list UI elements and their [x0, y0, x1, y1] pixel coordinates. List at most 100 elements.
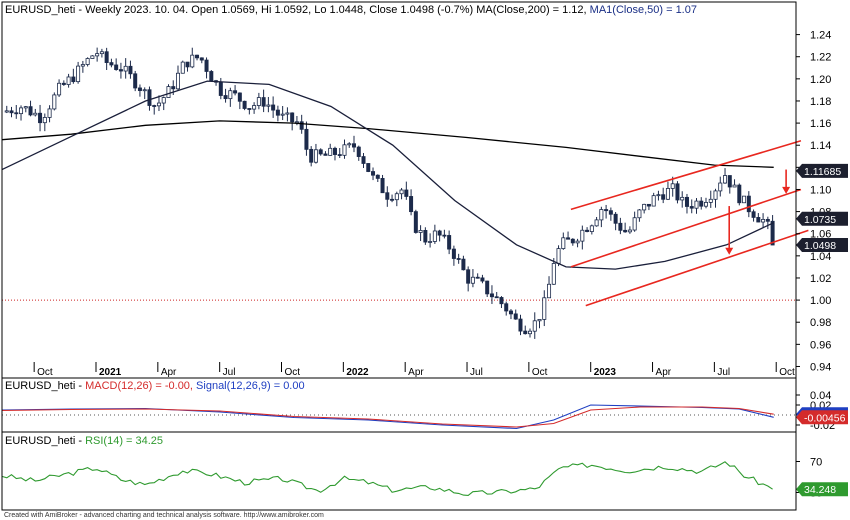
candle-body — [637, 209, 642, 219]
candle-body — [361, 156, 366, 164]
candle-body — [47, 108, 52, 118]
candle-body — [432, 230, 437, 242]
candle-body — [670, 183, 675, 189]
price-y-tick-label: 1.22 — [810, 52, 831, 64]
x-tick-label: Oct — [532, 367, 548, 378]
candle-body — [718, 182, 723, 192]
x-tick-label: Apr — [161, 367, 177, 378]
candle-body — [723, 175, 728, 184]
candle-body — [413, 211, 418, 233]
value-badge-label: 34.248 — [804, 484, 836, 496]
price-y-tick-label: 0.96 — [810, 339, 831, 351]
x-tick-label: 2022 — [346, 367, 369, 378]
candle-body — [608, 210, 613, 215]
candle-body — [547, 283, 552, 299]
candle-body — [152, 105, 157, 107]
candle-body — [52, 94, 57, 110]
candle-body — [613, 213, 618, 224]
candle-body — [765, 218, 770, 222]
x-tick-label: 2023 — [594, 367, 617, 378]
candle-body — [9, 110, 14, 114]
candle-body — [489, 293, 494, 298]
series-layer — [1, 47, 809, 496]
candle-body — [123, 65, 128, 72]
candle-body — [532, 320, 537, 332]
candle-body — [337, 154, 342, 156]
candle-body — [313, 149, 318, 163]
candle-body — [104, 51, 109, 63]
candle-body — [394, 193, 399, 201]
rsi-line — [1, 461, 773, 496]
channel-line — [585, 229, 809, 307]
candle-body — [585, 229, 590, 232]
x-tick-label: Jul — [470, 367, 483, 378]
candle-body — [742, 195, 747, 204]
candle-body — [133, 73, 138, 89]
candle-body — [95, 53, 100, 57]
candle-body — [304, 128, 309, 150]
candle-body — [599, 209, 604, 221]
candle-body — [142, 89, 147, 92]
rsi-title: EURUSD_heti - RSI(14) = 34.25 — [5, 435, 163, 447]
candle-body — [280, 113, 285, 116]
x-tick-label: Jul — [717, 367, 730, 378]
candle-body — [66, 76, 71, 85]
candle-body — [23, 106, 28, 109]
candle-body — [518, 318, 523, 332]
candle-body — [756, 217, 761, 223]
candle-body — [356, 146, 361, 157]
price-y-tick-label: 1.06 — [810, 229, 831, 241]
candle-body — [33, 112, 38, 116]
candle-body — [161, 97, 166, 104]
candle-body — [680, 196, 685, 201]
candle-body — [442, 234, 447, 237]
candle-body — [632, 217, 637, 231]
candle-body — [252, 105, 257, 110]
price-y-tick-label: 1.20 — [810, 74, 831, 86]
candle-body — [661, 194, 666, 200]
candle-body — [347, 143, 352, 146]
candle-body — [656, 194, 661, 197]
candle-body — [195, 54, 200, 59]
candle-body — [323, 153, 328, 156]
candle-body — [675, 183, 680, 201]
candle-body — [751, 211, 756, 218]
candle-body — [156, 102, 161, 107]
candle-body — [38, 112, 43, 124]
ma200-line — [1, 120, 774, 168]
candle-body — [266, 104, 271, 107]
channel-line — [570, 140, 802, 211]
price-y-tick-label: 1.02 — [810, 273, 831, 285]
value-badge — [796, 238, 848, 253]
candle-body — [242, 100, 247, 109]
candle-body — [228, 90, 233, 100]
candle-body — [499, 297, 504, 305]
candle-body — [199, 57, 204, 61]
candle-body — [14, 112, 19, 115]
candle-body — [418, 230, 423, 233]
candle-body — [770, 220, 775, 246]
candle-body — [109, 62, 114, 66]
candle-body — [561, 237, 566, 249]
candle-body — [409, 196, 414, 213]
candle-body — [665, 188, 670, 200]
price-y-tick-label: 1.04 — [810, 251, 831, 263]
candle-body — [684, 196, 689, 207]
rsi-y-tick-label: 70 — [810, 457, 822, 469]
candle-body — [19, 107, 24, 115]
candle-body — [380, 178, 385, 194]
candle-body — [737, 184, 742, 204]
candle-body — [223, 95, 228, 100]
candle-body — [466, 269, 471, 284]
axes: 1.241.221.201.181.161.141.121.101.081.06… — [33, 30, 848, 500]
candle-body — [256, 97, 261, 106]
x-tick-label: Oct — [779, 367, 795, 378]
candle-body — [623, 229, 628, 233]
candle-body — [423, 230, 428, 243]
price-title: EURUSD_heti - Weekly 2023. 10. 04. Open … — [5, 4, 697, 16]
candle-body — [761, 218, 766, 223]
candle-body — [470, 276, 475, 284]
candle-body — [90, 55, 95, 59]
candle-body — [147, 89, 152, 106]
candle-body — [85, 58, 90, 65]
